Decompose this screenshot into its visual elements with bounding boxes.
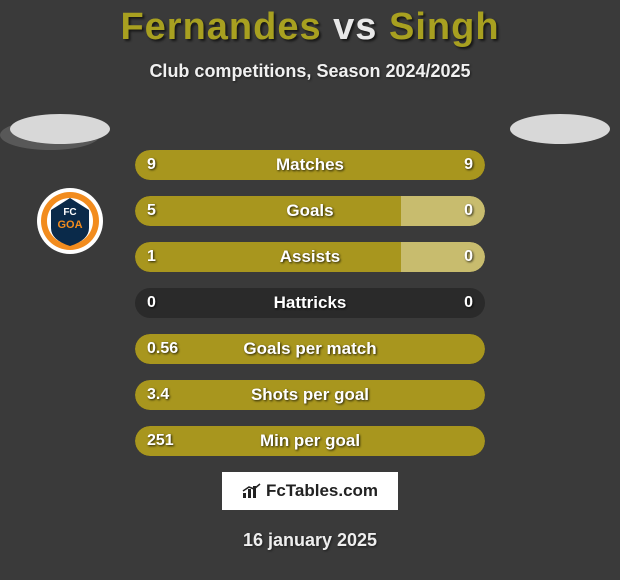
stat-label: Min per goal — [135, 426, 485, 456]
stat-label: Shots per goal — [135, 380, 485, 410]
stat-label: Matches — [135, 150, 485, 180]
stat-value-right: 0 — [464, 242, 473, 272]
player1-name: Fernandes — [120, 6, 321, 48]
stat-row: Min per goal251 — [135, 426, 485, 456]
vs-text: vs — [333, 6, 377, 48]
branding-badge: FcTables.com — [222, 472, 398, 510]
chart-icon — [242, 483, 262, 499]
player2-name: Singh — [389, 6, 500, 48]
subtitle: Club competitions, Season 2024/2025 — [0, 61, 620, 82]
stat-row: Matches9 9 — [135, 150, 485, 180]
stat-rows-container: Matches99Goals50Assists10Hattricks00Goal… — [135, 150, 485, 456]
stat-row: Goals5 0 — [135, 196, 485, 226]
stat-row: Shots per goal3.4 — [135, 380, 485, 410]
branding-text: FcTables.com — [266, 481, 378, 501]
stat-value-right: 9 — [464, 150, 473, 180]
stat-value-left: 1 — [147, 242, 156, 272]
player1-club-logo: FC GOA — [37, 188, 103, 254]
stat-label: Goals per match — [135, 334, 485, 364]
stat-row: Assists1 0 — [135, 242, 485, 272]
comparison-title: Fernandes vs Singh — [0, 0, 620, 49]
stat-value-left: 9 — [147, 150, 156, 180]
stat-row: Goals per match0.56 — [135, 334, 485, 364]
player2-photo — [510, 114, 610, 144]
player1-photo — [10, 114, 110, 144]
svg-text:GOA: GOA — [57, 219, 82, 231]
svg-text:FC: FC — [63, 207, 76, 218]
stat-value-left: 0 — [147, 288, 156, 318]
stat-row: Hattricks0 0 — [135, 288, 485, 318]
stat-label: Assists — [135, 242, 485, 272]
stat-value-right: 0 — [464, 196, 473, 226]
stat-label: Hattricks — [135, 288, 485, 318]
stats-area: FC GOA Matches99Goals50Assists10Hattrick… — [0, 120, 620, 456]
stat-value-left: 5 — [147, 196, 156, 226]
fc-goa-badge-icon: FC GOA — [37, 188, 103, 254]
stat-label: Goals — [135, 196, 485, 226]
stat-value-right: 0 — [464, 288, 473, 318]
stat-value-left: 0.56 — [147, 334, 178, 364]
stat-value-left: 251 — [147, 426, 174, 456]
date-text: 16 january 2025 — [0, 530, 620, 551]
stat-value-left: 3.4 — [147, 380, 169, 410]
